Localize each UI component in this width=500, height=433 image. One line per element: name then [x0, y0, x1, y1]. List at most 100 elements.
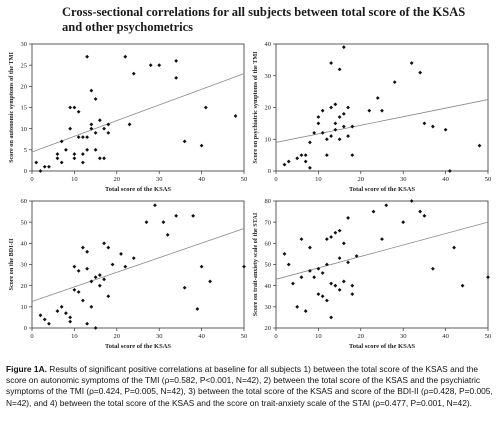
x-tick-label: 40	[442, 176, 449, 183]
data-point	[89, 279, 94, 284]
y-tick-label: 0	[268, 168, 271, 175]
data-point	[93, 131, 98, 135]
data-point	[165, 232, 170, 237]
x-tick-label: 50	[241, 333, 248, 340]
data-point	[199, 264, 204, 269]
data-point	[182, 285, 187, 290]
data-point	[174, 213, 179, 218]
data-point	[299, 275, 304, 280]
x-tick-label: 20	[114, 333, 121, 340]
data-point	[59, 139, 64, 144]
data-point	[47, 164, 51, 169]
y-tick-label: 15	[21, 105, 28, 112]
plot-frame	[275, 43, 489, 172]
y-tick-label: 60	[265, 241, 272, 248]
data-point	[110, 262, 115, 267]
data-point	[76, 290, 81, 294]
x-tick-label: 10	[71, 333, 78, 340]
data-point	[55, 152, 60, 156]
data-point	[144, 220, 149, 225]
data-point	[312, 275, 317, 280]
data-point	[333, 102, 338, 107]
y-tick-label: 40	[21, 241, 28, 248]
data-point	[409, 199, 414, 203]
data-point	[203, 105, 208, 110]
data-point	[316, 292, 321, 297]
data-point	[375, 96, 380, 100]
data-point	[97, 156, 102, 161]
data-point	[148, 63, 153, 68]
data-point	[324, 153, 329, 158]
x-tick-label: 20	[358, 176, 365, 183]
x-tick-label: 10	[71, 176, 78, 183]
x-axis-label: Total score of the KSAS	[349, 186, 415, 193]
data-point	[333, 230, 338, 235]
data-point	[350, 283, 355, 288]
y-tick-label: 10	[265, 136, 272, 143]
data-point	[153, 203, 157, 208]
y-axis-label: Score on psychiatric symptoms of the TMI	[252, 51, 259, 164]
y-tick-label: 20	[265, 105, 272, 112]
x-tick-label: 50	[241, 176, 248, 183]
data-point	[282, 162, 287, 167]
data-point	[337, 288, 342, 292]
data-point	[68, 315, 73, 320]
x-tick-label: 0	[274, 333, 277, 340]
y-tick-label: 50	[265, 262, 272, 269]
data-point	[131, 71, 136, 76]
x-tick-label: 20	[114, 176, 121, 183]
fit-line	[275, 99, 489, 143]
data-point	[195, 307, 200, 311]
data-point	[47, 321, 51, 326]
data-point	[174, 59, 179, 63]
y-tick-label: 50	[21, 219, 28, 226]
data-point	[97, 273, 102, 277]
data-point	[131, 256, 136, 261]
data-point	[76, 135, 81, 140]
x-tick-label: 0	[274, 176, 277, 183]
y-tick-label: 30	[21, 262, 28, 269]
data-point	[380, 108, 384, 113]
data-point	[324, 137, 329, 142]
data-point	[282, 252, 287, 256]
data-point	[308, 140, 312, 145]
x-tick-label: 0	[30, 333, 33, 340]
data-point	[337, 137, 342, 142]
x-tick-label: 50	[485, 333, 492, 340]
data-point	[329, 281, 334, 286]
data-point	[72, 152, 77, 156]
data-point	[316, 266, 321, 271]
data-point	[191, 213, 196, 218]
data-point	[308, 245, 312, 250]
x-tick-label: 50	[485, 176, 492, 183]
figure-title: Cross-sectional correlations for all sub…	[62, 5, 466, 34]
scatter-chart: 0 10 20 30 40 50 20 30 40 50 60 70 80 Total score of …	[252, 198, 492, 350]
data-point	[199, 143, 204, 148]
data-point	[418, 70, 423, 75]
data-point	[430, 124, 435, 129]
data-point	[85, 249, 90, 254]
data-point	[295, 156, 300, 161]
data-point	[333, 121, 338, 126]
plot-frame	[31, 200, 245, 329]
data-point	[286, 159, 291, 164]
data-point	[233, 114, 238, 118]
data-point	[93, 275, 98, 280]
data-point	[422, 121, 427, 126]
data-point	[119, 252, 123, 256]
data-point	[291, 281, 295, 286]
data-point	[384, 203, 389, 208]
data-point	[42, 317, 47, 322]
data-point	[85, 54, 90, 59]
x-tick-label: 30	[400, 176, 407, 183]
scatter-chart: 0 10 20 30 40 50 0 5 10 15 20 25 30 Total score of th…	[8, 41, 248, 193]
data-point	[337, 256, 342, 261]
data-point	[174, 75, 179, 80]
x-tick-label: 40	[198, 333, 205, 340]
data-point	[38, 169, 43, 173]
y-axis-label: Score on the BDI-II	[8, 238, 15, 291]
data-point	[333, 127, 338, 132]
data-point	[316, 115, 321, 119]
x-tick-label: 20	[358, 333, 365, 340]
data-point	[80, 152, 85, 156]
